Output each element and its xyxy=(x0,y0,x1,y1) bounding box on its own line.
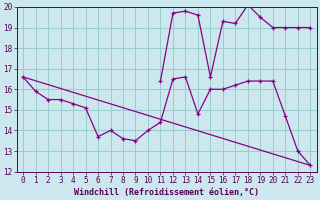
X-axis label: Windchill (Refroidissement éolien,°C): Windchill (Refroidissement éolien,°C) xyxy=(74,188,259,197)
